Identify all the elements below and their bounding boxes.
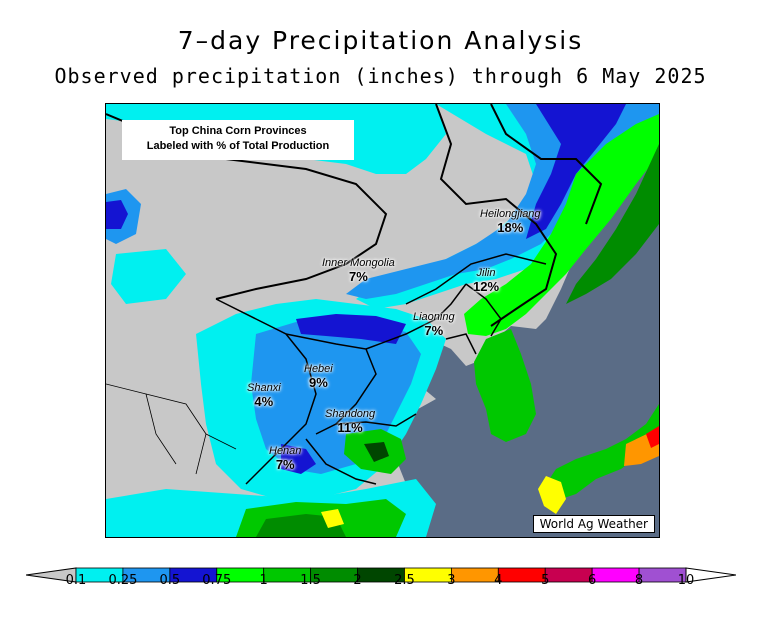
precip-west-darkblue	[106, 200, 128, 229]
province-label-shandong: Shandong 11%	[325, 408, 375, 435]
legend-tick-label: 0.25	[108, 573, 138, 588]
province-percent: 9%	[308, 375, 328, 390]
province-name: Henan	[269, 445, 302, 457]
japan-islands	[546, 404, 659, 499]
precip-south-darkgreen	[256, 514, 346, 537]
precip-south-yellow	[321, 509, 344, 528]
kyushu-island	[538, 476, 566, 514]
credit-label: World Ag Weather	[532, 515, 655, 533]
legend-tick-label: 3	[447, 573, 456, 588]
legend-tick-label: 8	[634, 573, 644, 588]
precip-westmid-cyan	[111, 249, 186, 304]
legend-tick-label: 6	[588, 573, 597, 588]
province-percent: 7%	[424, 323, 444, 338]
province-name: Liaoning	[413, 311, 455, 323]
map-title: 7–day Precipitation Analysis	[177, 26, 584, 55]
province-percent: 7%	[275, 457, 295, 472]
precip-green-northeast	[464, 114, 659, 336]
province-percent: 11%	[337, 420, 363, 435]
province-percent: 4%	[254, 394, 274, 409]
province-name: Jilin	[476, 267, 496, 279]
province-name: Inner Mongolia	[322, 257, 395, 269]
legend-tick-label: 4	[494, 573, 503, 588]
legend-cell	[591, 567, 640, 583]
legend-tick-label: 0.75	[202, 573, 232, 588]
precip-darkblue-north	[526, 104, 626, 239]
honshu-red-band	[646, 426, 659, 448]
legend-cell	[450, 567, 499, 583]
corn-info-box: Top China Corn Provinces Labeled with % …	[122, 120, 354, 160]
legend-tick-label: 0.1	[65, 573, 87, 588]
province-percent: 12%	[473, 279, 500, 294]
info-line-2: Labeled with % of Total Production	[146, 140, 330, 152]
precip-darkgreen-shandong	[364, 442, 389, 462]
precip-darkgreen-coast	[566, 144, 659, 304]
province-borders	[215, 253, 547, 485]
legend-tick-label: 5	[541, 573, 550, 588]
info-line-1: Top China Corn Provinces	[169, 125, 307, 137]
legend-tick-label: 1.5	[300, 573, 321, 588]
province-label-henan: Henan 7%	[269, 445, 301, 472]
precip-darkblue-henan	[281, 444, 316, 474]
minor-borders	[106, 383, 237, 475]
legend-tick-label: 1	[259, 573, 268, 588]
province-name: Hebei	[304, 363, 333, 375]
province-label-inner-mongolia: Inner Mongolia 7%	[322, 257, 395, 284]
province-label-hebei: Hebei 9%	[304, 363, 333, 390]
map-subtitle: Observed precipitation (inches) through …	[54, 64, 707, 88]
legend-tick-label: 10	[677, 573, 695, 588]
korea-peninsula	[474, 329, 536, 442]
legend-tick-label: 0.5	[159, 573, 181, 588]
province-label-liaoning: Liaoning 7%	[413, 311, 455, 338]
legend-tick-label: 2.5	[394, 573, 415, 588]
precipitation-map: Top China Corn Provinces Labeled with % …	[105, 103, 660, 538]
legend-cell	[544, 567, 593, 583]
province-label-shanxi: Shanxi 4%	[247, 382, 281, 409]
province-name: Heilongjiang	[480, 208, 541, 220]
precip-darkblue-hebei	[296, 314, 406, 344]
province-percent: 18%	[497, 220, 524, 235]
legend-above-arrow	[685, 567, 736, 583]
province-label-heilongjiang: Heilongjiang 18%	[480, 208, 541, 235]
province-percent: 7%	[348, 269, 368, 284]
province-name: Shanxi	[247, 382, 281, 394]
color-legend	[26, 567, 736, 583]
province-label-jilin: Jilin 12%	[473, 267, 499, 294]
map-graphic	[106, 104, 659, 537]
legend-tick-label: 2	[353, 573, 362, 588]
province-name: Shandong	[325, 408, 376, 420]
legend-cell	[497, 567, 546, 583]
